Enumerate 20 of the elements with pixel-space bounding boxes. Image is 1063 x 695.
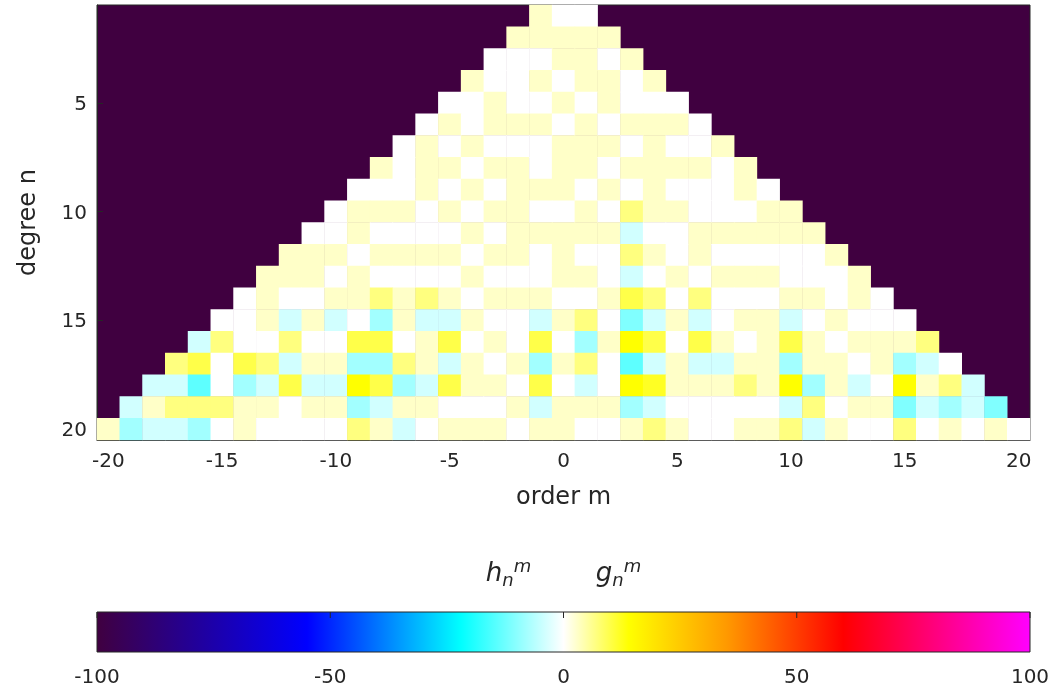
y-axis-title: degree n: [13, 169, 41, 276]
color-bar-label: 0: [557, 664, 570, 688]
x-tick-label: -10: [319, 448, 353, 472]
x-tick-label: 5: [670, 448, 684, 472]
color-bar-label: 50: [784, 664, 810, 688]
x-tick-label: 0: [557, 448, 570, 472]
x-axis-title: order m: [515, 482, 612, 510]
y-tick-label: 10: [61, 199, 87, 224]
y-tick-label: 20: [61, 417, 87, 442]
color-bar-label: -100: [74, 664, 120, 688]
color-bar-label: 100: [1010, 664, 1050, 688]
x-tick-label: -15: [205, 448, 239, 472]
x-tick-label: 10: [778, 448, 804, 472]
x-tick-label: 20: [1005, 448, 1032, 472]
x-tick-label: -20: [92, 448, 125, 472]
y-tick-label: 5: [74, 90, 87, 115]
x-tick-label: 15: [892, 448, 918, 472]
y-tick-label: 15: [61, 308, 87, 333]
color-bar-label: -50: [313, 664, 347, 688]
x-tick-label: -5: [439, 448, 460, 472]
